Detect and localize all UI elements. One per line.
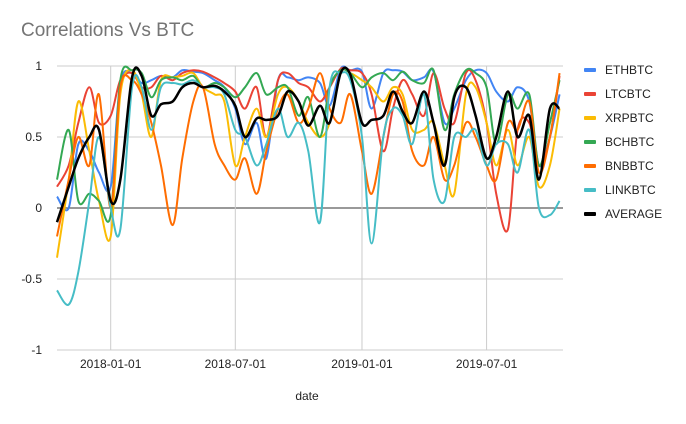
x-tick-label: 2019-07-01 [456,357,518,371]
legend-item-average[interactable]: AVERAGE [584,202,662,226]
legend-swatch-icon [584,92,596,96]
legend: ETHBTC LTCBTC XRPBTC BCHBTC BNBBTC LINKBTC AVE… [584,58,662,226]
legend-label: LTCBTC [605,87,651,101]
series-lines [55,65,561,306]
series-line-xrpbtc [56,68,561,258]
x-axis-ticks: 2018-01-01 2018-07-01 2019-01-01 2019-07-01 [80,357,518,371]
legend-label: BNBBTC [605,159,654,173]
y-tick-label: -1 [31,343,42,357]
chart-title: Correlations Vs BTC [21,20,195,41]
series-line-average [55,66,561,223]
legend-item-ltcbtc[interactable]: LTCBTC [584,82,662,106]
legend-item-ethbtc[interactable]: ETHBTC [584,58,662,82]
legend-item-bnbbtc[interactable]: BNBBTC [584,154,662,178]
legend-item-linkbtc[interactable]: LINKBTC [584,178,662,202]
x-axis-title: date [295,389,319,403]
y-tick-label: -0.5 [21,272,42,286]
legend-label: ETHBTC [605,63,653,77]
legend-swatch-icon [584,164,596,168]
y-tick-label: 0 [35,201,42,215]
legend-item-bchbtc[interactable]: BCHBTC [584,130,662,154]
legend-swatch-icon [584,188,596,192]
y-axis-ticks: 1 0.5 0 -0.5 -1 [21,59,42,357]
legend-swatch-icon [584,116,596,120]
y-tick-label: 1 [35,59,42,73]
legend-label: BCHBTC [605,135,655,149]
x-tick-label: 2019-01-01 [331,357,393,371]
legend-label: XRPBTC [605,111,654,125]
series-line-linkbtc [56,70,561,306]
x-tick-label: 2018-01-01 [80,357,142,371]
gridlines [57,65,563,351]
legend-swatch-icon [584,68,596,72]
legend-item-xrpbtc[interactable]: XRPBTC [584,106,662,130]
legend-label: AVERAGE [605,207,663,221]
legend-label: LINKBTC [605,183,656,197]
legend-swatch-icon [584,212,596,216]
y-tick-label: 0.5 [25,130,42,144]
legend-swatch-icon [584,140,596,144]
x-tick-label: 2018-07-01 [205,357,267,371]
